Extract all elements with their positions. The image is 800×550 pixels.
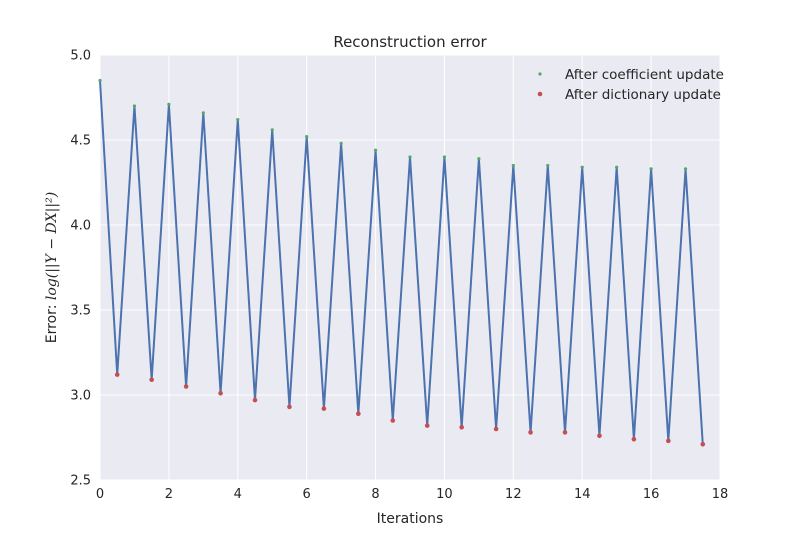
coefficient-update-point (271, 128, 274, 131)
y-tick-label: 2.5 (70, 474, 91, 489)
dictionary-update-point (563, 430, 568, 435)
coefficient-update-point (650, 167, 653, 170)
dictionary-update-point (115, 372, 120, 377)
legend-marker-dictionary (538, 92, 543, 97)
legend-label-dictionary: After dictionary update (565, 87, 721, 103)
x-tick-label: 10 (436, 487, 453, 502)
dictionary-update-point (184, 384, 189, 389)
x-tick-label: 4 (234, 487, 242, 502)
coefficient-update-point (512, 164, 515, 167)
dictionary-update-point (322, 406, 327, 411)
y-axis-title-prefix: Error: (44, 300, 60, 343)
coefficient-update-point (477, 157, 480, 160)
dictionary-update-point (632, 437, 637, 442)
y-tick-label: 5.0 (70, 49, 91, 64)
x-tick-label: 6 (303, 487, 311, 502)
y-tick-label: 3.0 (70, 389, 91, 404)
coefficient-update-point (581, 166, 584, 169)
coefficient-update-point (615, 166, 618, 169)
dictionary-update-point (218, 391, 223, 396)
x-tick-label: 8 (371, 487, 379, 502)
coefficient-update-point (202, 111, 205, 114)
x-tick-label: 16 (643, 487, 660, 502)
y-axis-title-math: log(||Y − DX||²) (44, 192, 60, 300)
coefficient-update-point (236, 118, 239, 121)
coefficient-update-point (340, 142, 343, 145)
y-tick-label: 3.5 (70, 304, 91, 319)
x-axis-title: Iterations (377, 511, 444, 527)
dictionary-update-point (287, 405, 292, 410)
dictionary-update-point (666, 439, 671, 444)
coefficient-update-point (167, 103, 170, 106)
dictionary-update-point (459, 425, 464, 430)
dictionary-update-point (149, 377, 154, 382)
coefficient-update-point (443, 155, 446, 158)
dictionary-update-point (253, 398, 258, 403)
dictionary-update-point (597, 434, 602, 439)
x-tick-label: 0 (96, 487, 104, 502)
coefficient-update-point (546, 164, 549, 167)
x-tick-label: 2 (165, 487, 173, 502)
y-tick-label: 4.0 (70, 219, 91, 234)
coefficient-update-point (684, 167, 687, 170)
dictionary-update-point (528, 430, 533, 435)
legend-label-coefficient: After coefficient update (565, 67, 724, 83)
x-tick-label: 18 (712, 487, 729, 502)
coefficient-update-point (408, 155, 411, 158)
dictionary-update-point (390, 418, 395, 423)
chart-title: Reconstruction error (333, 33, 487, 51)
y-tick-label: 4.5 (70, 134, 91, 149)
coefficient-update-point (98, 79, 101, 82)
dictionary-update-point (700, 442, 705, 447)
dictionary-update-point (494, 427, 499, 432)
coefficient-update-point (374, 149, 377, 152)
dictionary-update-point (356, 411, 361, 416)
legend-marker-coefficient (538, 72, 541, 75)
dictionary-update-point (425, 423, 430, 428)
x-tick-label: 12 (505, 487, 522, 502)
x-tick-label: 14 (574, 487, 591, 502)
y-axis-title: Error: log(||Y − DX||²) (44, 192, 60, 343)
coefficient-update-point (133, 104, 136, 107)
coefficient-update-point (305, 135, 308, 138)
